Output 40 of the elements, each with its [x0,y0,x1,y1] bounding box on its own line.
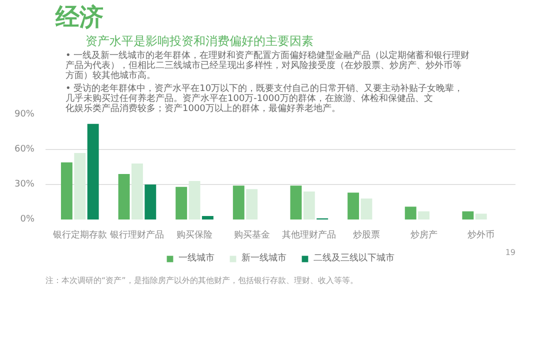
bar [360,198,372,220]
legend-label: 新一线城市 [242,252,286,264]
text: 注：本次调研的“资产”，是指除房产以外的其他财产，包括银行存款、理财、收入等等。 [46,276,358,285]
bar [74,153,86,220]
x-tick-label: 购买保险 [176,230,213,240]
legend-label: 二线及三线以下城市 [314,252,394,264]
bar [188,181,200,220]
bar [475,214,487,220]
bar [131,164,143,220]
text: • 受访的老年群体中，资产水平在10万以下的，既要支付自己的日常开销、又要主动补贴子女晚辈，几乎未购买过任何养老产品。资产水平在100万-1000万的群体，在旅游、体检和保健品、文化娱乐类产品消费较多；资产1000万以上的群体，最偏好养老地产。 [66,83,464,114]
bar [246,189,258,220]
x-tick-label: 银行理财产品 [109,230,164,240]
y-tick-label: 0% [20,214,35,224]
bar [348,192,360,220]
x-tick-label: 其他理财产品 [282,230,336,240]
x-tick-label: 银行定期存款 [52,230,107,240]
bar [60,162,72,220]
x-tick-label: 购买基金 [234,230,270,240]
bar [290,186,302,220]
legend-label: 一线城市 [178,252,214,264]
bar [202,216,214,220]
bar [176,186,188,220]
bar [232,186,244,220]
y-tick-label: 60% [14,144,35,154]
bar [87,124,99,220]
text: • 一线及新一线城市的老年群体，在理财和资产配置方面偏好稳健型金融产品（以定期储蓄和银行理财产品为代表），但相比二三线城市已经呈现出多样性，对风险接受度（在炒股票、炒房产、炒外币等方面）较其他城市高。 [66,50,470,81]
bar [418,211,430,220]
bar [404,206,416,220]
bar [462,211,474,220]
x-tick-label: 炒股票 [352,230,380,240]
y-tick-label: 30% [14,180,35,190]
bar [118,174,130,220]
x-tick-label: 炒房产 [410,230,438,240]
chart-subtitle: 资产水平是影响投资和消费偏好的主要因素 [86,34,314,48]
x-tick-label: 炒外币 [468,230,495,240]
bar [303,192,315,220]
chart-title: 经济 [54,3,104,31]
y-tick-label: 90% [14,110,35,120]
text: 19 [505,248,516,257]
bar [144,184,156,220]
